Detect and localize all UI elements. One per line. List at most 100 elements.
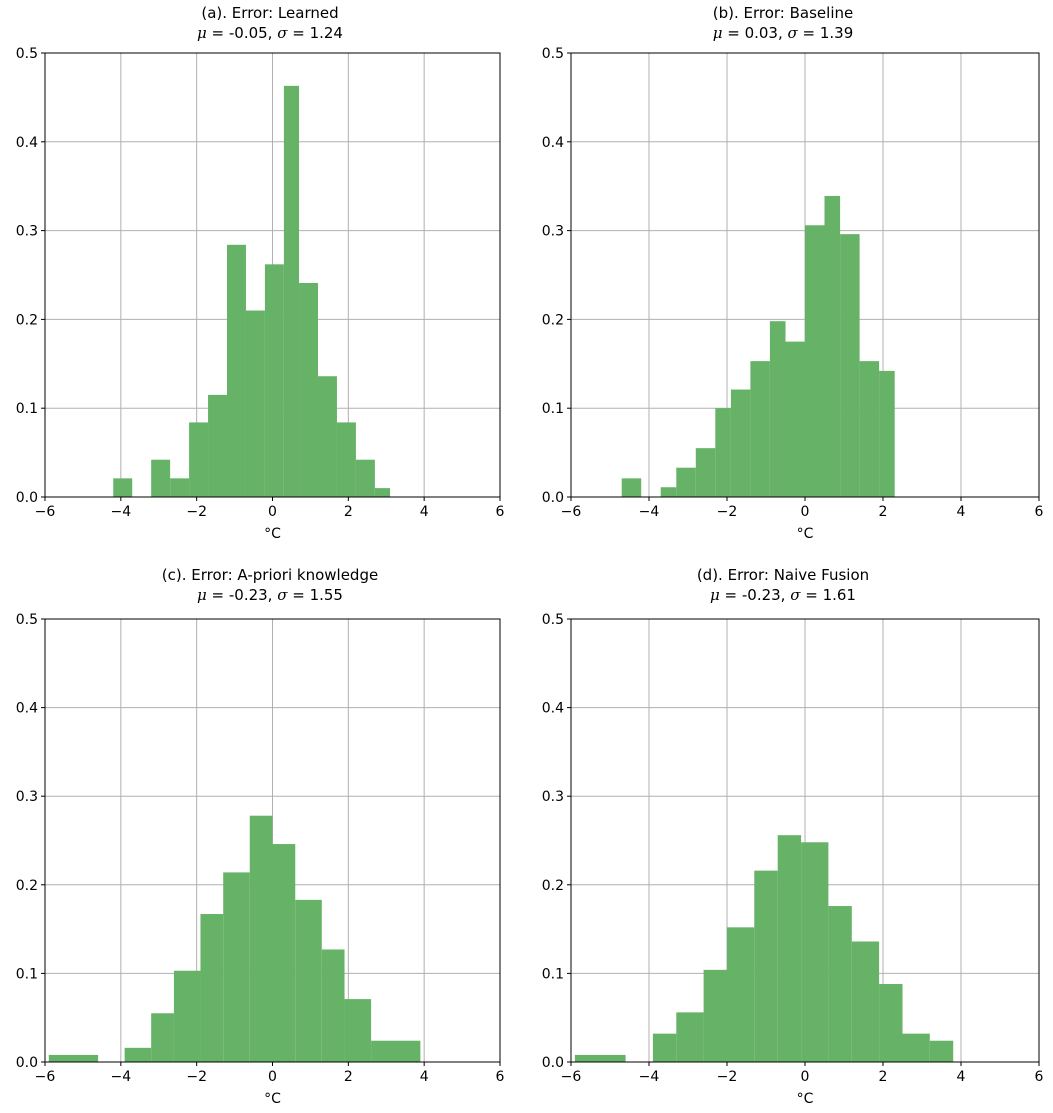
histogram-bar bbox=[336, 422, 356, 497]
y-tick-label: 0.4 bbox=[542, 135, 564, 151]
histogram-bar bbox=[727, 927, 755, 1062]
sigma-symbol: σ bbox=[790, 586, 801, 604]
histogram-bar bbox=[223, 872, 250, 1062]
panel-stats: μ = -0.23, σ = 1.55 bbox=[0, 586, 540, 604]
mu-symbol: μ bbox=[197, 586, 207, 604]
x-tick-label: 0 bbox=[268, 504, 277, 520]
histogram-bar bbox=[777, 835, 802, 1062]
histogram-bar bbox=[371, 1040, 421, 1062]
histogram-bars bbox=[621, 195, 895, 498]
y-tick-label: 0.2 bbox=[542, 878, 564, 894]
histogram-bars bbox=[48, 815, 421, 1062]
y-tick-label: 0.5 bbox=[542, 612, 564, 628]
histogram-bar bbox=[574, 1054, 626, 1062]
x-axis-label: °C bbox=[797, 1091, 814, 1107]
histogram-bar bbox=[344, 999, 372, 1062]
sigma-symbol: σ bbox=[277, 24, 288, 42]
sigma-value: = 1.55 bbox=[287, 586, 343, 604]
histogram-bar bbox=[851, 941, 880, 1062]
x-tick-label: −4 bbox=[111, 1069, 132, 1085]
y-tick-label: 0.2 bbox=[16, 312, 38, 328]
x-tick-label: −2 bbox=[717, 504, 738, 520]
histogram-bar bbox=[652, 1033, 677, 1062]
x-tick-label: −4 bbox=[639, 504, 660, 520]
chart-panel-a: (a). Error: Learned μ = -0.05, σ = 1.24 … bbox=[0, 0, 526, 556]
histogram-bar bbox=[318, 376, 337, 497]
histogram-bar bbox=[676, 467, 696, 497]
x-tick-label: 6 bbox=[1035, 504, 1044, 520]
x-tick-label: −2 bbox=[186, 504, 207, 520]
x-tick-label: −6 bbox=[35, 1069, 56, 1085]
histogram-bar bbox=[355, 459, 375, 497]
x-tick-label: 2 bbox=[344, 1069, 353, 1085]
y-tick-label: 0.5 bbox=[542, 46, 564, 62]
histogram-bar bbox=[321, 949, 345, 1062]
x-tick-label: 6 bbox=[496, 1069, 505, 1085]
histogram-bar bbox=[299, 282, 318, 497]
histogram-bar bbox=[805, 225, 825, 497]
y-tick-label: 0.4 bbox=[16, 135, 38, 151]
chart-panel-d: (d). Error: Naive Fusion μ = -0.23, σ = … bbox=[527, 556, 1053, 1112]
panel-title: (b). Error: Baseline bbox=[513, 4, 1053, 22]
x-tick-label: 0 bbox=[801, 1069, 810, 1085]
x-tick-label: 6 bbox=[1035, 1069, 1044, 1085]
histogram-bar bbox=[730, 389, 751, 497]
panel-title-text: (d). Error: Naive Fusion bbox=[696, 566, 870, 584]
x-tick-label: −4 bbox=[639, 1069, 660, 1085]
x-tick-label: 2 bbox=[344, 504, 353, 520]
histogram-bar bbox=[272, 844, 296, 1062]
sigma-value: = 1.61 bbox=[800, 586, 856, 604]
mu-symbol: μ bbox=[197, 24, 207, 42]
histogram-bar bbox=[879, 984, 903, 1062]
histogram-plot-d: −6 −4 −2 0 2 4 6 0.0 0.1 0.2 0.3 0.4 0.5 °C bbox=[542, 612, 1044, 1107]
panel-title: (d). Error: Naive Fusion bbox=[513, 566, 1053, 584]
histogram-bar bbox=[840, 234, 860, 498]
x-tick-label: 0 bbox=[801, 504, 810, 520]
y-tick-label: 0.2 bbox=[542, 312, 564, 328]
x-tick-label: 4 bbox=[957, 504, 966, 520]
histogram-bar bbox=[170, 478, 190, 497]
y-tick-label: 0.3 bbox=[542, 789, 564, 805]
x-tick-label: 0 bbox=[268, 1069, 277, 1085]
x-tick-label: −6 bbox=[561, 504, 582, 520]
x-tick-label: −4 bbox=[111, 504, 132, 520]
y-tick-label: 0.3 bbox=[16, 224, 38, 240]
histogram-bar bbox=[173, 970, 201, 1062]
x-tick-label: 4 bbox=[420, 1069, 429, 1085]
panel-title: (c). Error: A-priori knowledge bbox=[0, 566, 540, 584]
histogram-bar bbox=[785, 341, 805, 497]
panel-title-text: (c). Error: A-priori knowledge bbox=[161, 566, 379, 584]
histogram-bar bbox=[124, 1047, 152, 1062]
panel-stats: μ = 0.03, σ = 1.39 bbox=[513, 24, 1053, 42]
mu-value: = -0.05, bbox=[206, 24, 278, 42]
panel-stats: μ = -0.05, σ = 1.24 bbox=[0, 24, 540, 42]
histogram-bar bbox=[48, 1054, 99, 1062]
chart-panel-c: (c). Error: A-priori knowledge μ = -0.23… bbox=[0, 556, 526, 1112]
histogram-bar bbox=[660, 487, 677, 497]
y-tick-label: 0.0 bbox=[542, 490, 564, 506]
histogram-bar bbox=[750, 361, 770, 497]
y-tick-label: 0.1 bbox=[542, 966, 564, 982]
y-tick-label: 0.2 bbox=[16, 878, 38, 894]
y-tick-label: 0.3 bbox=[16, 789, 38, 805]
histogram-bar bbox=[151, 1013, 174, 1062]
histogram-bar bbox=[208, 394, 227, 497]
x-tick-label: −6 bbox=[561, 1069, 582, 1085]
x-tick-label: 2 bbox=[879, 504, 888, 520]
histogram-bar bbox=[828, 906, 852, 1062]
x-tick-label: −2 bbox=[717, 1069, 738, 1085]
y-tick-label: 0.5 bbox=[16, 46, 38, 62]
panel-stats: μ = -0.23, σ = 1.61 bbox=[513, 586, 1053, 604]
histogram-bar bbox=[929, 1040, 954, 1062]
mu-value: = 0.03, bbox=[722, 24, 788, 42]
histogram-bar bbox=[801, 842, 829, 1062]
mu-symbol: μ bbox=[712, 24, 723, 42]
histogram-plot-a: −6 −4 −2 0 2 4 6 0.0 0.1 0.2 0.3 0.4 0.5 °C bbox=[16, 46, 505, 542]
histogram-bar bbox=[264, 264, 284, 497]
sigma-value: = 1.24 bbox=[287, 24, 343, 42]
histogram-bar bbox=[295, 899, 322, 1062]
histogram-bar bbox=[715, 408, 731, 497]
y-tick-label: 0.1 bbox=[542, 401, 564, 417]
y-tick-label: 0.5 bbox=[16, 612, 38, 628]
x-tick-label: 4 bbox=[957, 1069, 966, 1085]
